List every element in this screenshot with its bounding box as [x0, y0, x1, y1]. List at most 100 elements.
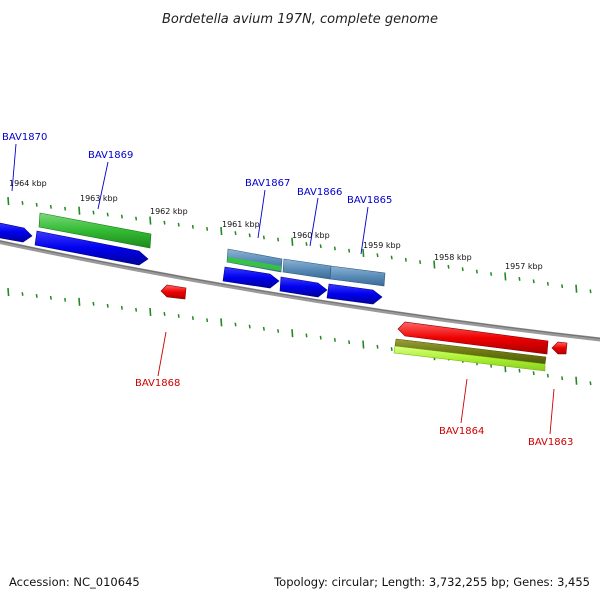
kbp-label-1962: 1962 kbp [150, 207, 188, 216]
forward-ruler-tick [163, 220, 166, 225]
kbp-label-1958: 1958 kbp [434, 253, 472, 262]
gene-upper-steel-3[interactable] [329, 265, 386, 287]
reverse-ruler-tick [92, 301, 95, 306]
forward-ruler-tick [262, 235, 265, 240]
forward-ruler-tick [35, 202, 38, 207]
forward-ruler-tick [305, 242, 308, 246]
gene-upper-steel-1[interactable] [226, 248, 283, 273]
reverse-ruler-tick [234, 322, 237, 327]
reverse-ruler-tick [561, 376, 564, 381]
gene-upper-green[interactable] [38, 212, 152, 249]
gene-arrow-blue-1869[interactable] [34, 230, 149, 266]
forward-ruler-tick [92, 210, 95, 215]
gene-arrow-red-1868[interactable] [160, 284, 187, 300]
forward-ruler-tick [333, 246, 336, 251]
gene-label-bav1868[interactable]: BAV1868 [135, 378, 180, 389]
forward-ruler-tick [206, 226, 209, 231]
forward-ruler-tick [106, 212, 109, 217]
reverse-ruler-tick [49, 295, 52, 300]
leader-bav1863 [549, 388, 555, 435]
kbp-label-1959: 1959 kbp [363, 241, 401, 250]
reverse-ruler-tick [248, 324, 251, 329]
reverse-ruler-tick [277, 329, 280, 333]
reverse-ruler-tick [206, 318, 209, 323]
gene-arrow-blue-1866[interactable] [279, 276, 328, 298]
gene-label-bav1869[interactable]: BAV1869 [88, 150, 133, 161]
forward-ruler-tick [319, 244, 322, 249]
reverse-ruler-tick [348, 340, 351, 345]
leader-bav1867 [257, 189, 266, 239]
reverse-ruler-tick [7, 288, 10, 297]
gene-lower-olive-lime[interactable] [393, 338, 547, 372]
leader-bav1864 [460, 378, 468, 424]
genome-backbone-edge [0, 240, 600, 339]
forward-ruler-tick [191, 224, 194, 229]
leader-bav1870 [11, 143, 17, 192]
forward-ruler-tick [49, 204, 52, 209]
reverse-ruler-tick [78, 297, 81, 306]
reverse-ruler-tick [21, 292, 24, 296]
forward-ruler-tick [376, 253, 379, 258]
forward-ruler-tick [277, 237, 280, 242]
leader-bav1869 [97, 161, 109, 210]
reverse-ruler-tick [518, 368, 521, 373]
reverse-ruler-tick [390, 347, 393, 352]
leader-bav1866 [309, 197, 319, 247]
forward-ruler-tick [518, 276, 521, 281]
gene-upper-steel-2[interactable] [282, 258, 332, 280]
forward-ruler-tick [64, 206, 67, 211]
forward-ruler-tick [504, 272, 507, 281]
forward-ruler-tick [234, 231, 237, 236]
forward-ruler-tick [248, 233, 251, 238]
gene-label-bav1867[interactable]: BAV1867 [245, 178, 290, 189]
genome-summary-text: Topology: circular; Length: 3,732,255 bp… [273, 575, 590, 589]
kbp-label-1960: 1960 kbp [292, 231, 330, 240]
reverse-ruler-tick [64, 297, 67, 302]
forward-ruler-tick [390, 255, 393, 260]
forward-ruler-tick [78, 206, 81, 215]
gene-label-bav1866[interactable]: BAV1866 [297, 187, 342, 198]
reverse-ruler-tick [149, 307, 152, 316]
forward-ruler-tick [546, 281, 549, 286]
forward-ruler-tick [404, 257, 407, 262]
reverse-ruler-tick [376, 344, 379, 349]
label-leaders [11, 143, 555, 435]
forward-ruler-tick [490, 272, 493, 276]
leader-bav1865 [360, 206, 369, 255]
reverse-ruler-tick [106, 303, 109, 308]
gene-arrow-blue-left[interactable] [0, 222, 33, 243]
forward-ruler-tick [447, 264, 450, 269]
reverse-ruler-tick [319, 335, 322, 340]
forward-ruler-tick [461, 267, 464, 272]
reverse-ruler-tick [262, 326, 265, 331]
forward-ruler-tick [532, 279, 535, 284]
forward-ruler-tick [21, 200, 24, 205]
kbp-label-1963: 1963 kbp [80, 194, 118, 203]
reverse-ruler-tick [362, 340, 365, 349]
kbp-label-1957: 1957 kbp [505, 262, 543, 271]
gene-arrow-red-1863[interactable] [551, 341, 568, 355]
gene-arrow-blue-1865[interactable] [326, 283, 383, 305]
forward-ruler-tick [220, 226, 223, 236]
gene-arrow-red-1864[interactable] [397, 321, 549, 355]
reverse-ruler-tick [589, 381, 592, 386]
reverse-ruler-tick [333, 337, 336, 342]
reverse-ruler-tick [177, 314, 180, 318]
gene-label-bav1870[interactable]: BAV1870 [2, 132, 47, 143]
reverse-ruler-tick [291, 329, 294, 338]
map-title: Bordetella avium 197N, complete genome [162, 12, 438, 27]
gene-label-bav1863[interactable]: BAV1863 [528, 437, 573, 448]
forward-ruler-tick [433, 260, 436, 269]
reverse-ruler-tick [220, 318, 223, 327]
forward-ruler-tick [362, 248, 365, 257]
reverse-ruler-tick [305, 333, 308, 338]
gene-label-bav1864[interactable]: BAV1864 [439, 426, 484, 437]
forward-ruler-tick [120, 214, 123, 219]
forward-ruler-tick [348, 248, 351, 253]
reverse-ruler-tick [575, 376, 578, 385]
forward-ruler-tick [475, 269, 478, 274]
gene-arrow-blue-1867[interactable] [222, 266, 280, 289]
forward-ruler-tick [7, 197, 10, 206]
gene-label-bav1865[interactable]: BAV1865 [347, 195, 392, 206]
